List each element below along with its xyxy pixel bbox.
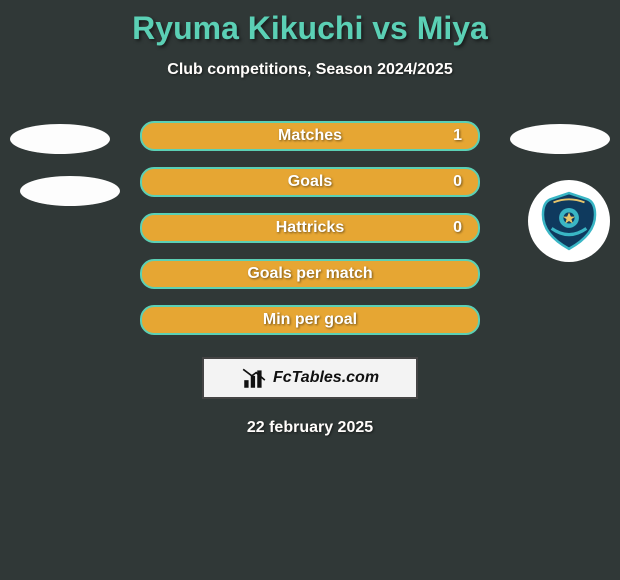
stat-label: Min per goal [263,311,357,329]
left-badge-1 [10,124,110,154]
club-crest [528,180,610,262]
stat-bars: Matches 1 Goals 0 Hattricks 0 Goals per … [0,121,620,335]
stat-label: Matches [278,127,342,145]
page-title: Ryuma Kikuchi vs Miya [0,0,620,47]
right-badge-1 [510,124,610,154]
bar-chart-icon [241,365,267,391]
logo-text: FcTables.com [273,369,379,387]
stat-value: 1 [453,127,462,145]
stat-bar-mpg: Min per goal [140,305,480,335]
stat-label: Goals per match [247,265,372,283]
stat-bar-goals: Goals 0 [140,167,480,197]
subtitle: Club competitions, Season 2024/2025 [0,61,620,79]
stat-value: 0 [453,219,462,237]
comparison-infographic: Ryuma Kikuchi vs Miya Club competitions,… [0,0,620,580]
crest-icon [538,190,600,252]
stat-value: 0 [453,173,462,191]
left-badge-2 [20,176,120,206]
source-logo: FcTables.com [202,357,418,399]
stat-bar-gpm: Goals per match [140,259,480,289]
stat-label: Goals [288,173,332,191]
date-label: 22 february 2025 [0,419,620,437]
stat-bar-hattricks: Hattricks 0 [140,213,480,243]
stat-label: Hattricks [276,219,344,237]
stat-bar-matches: Matches 1 [140,121,480,151]
